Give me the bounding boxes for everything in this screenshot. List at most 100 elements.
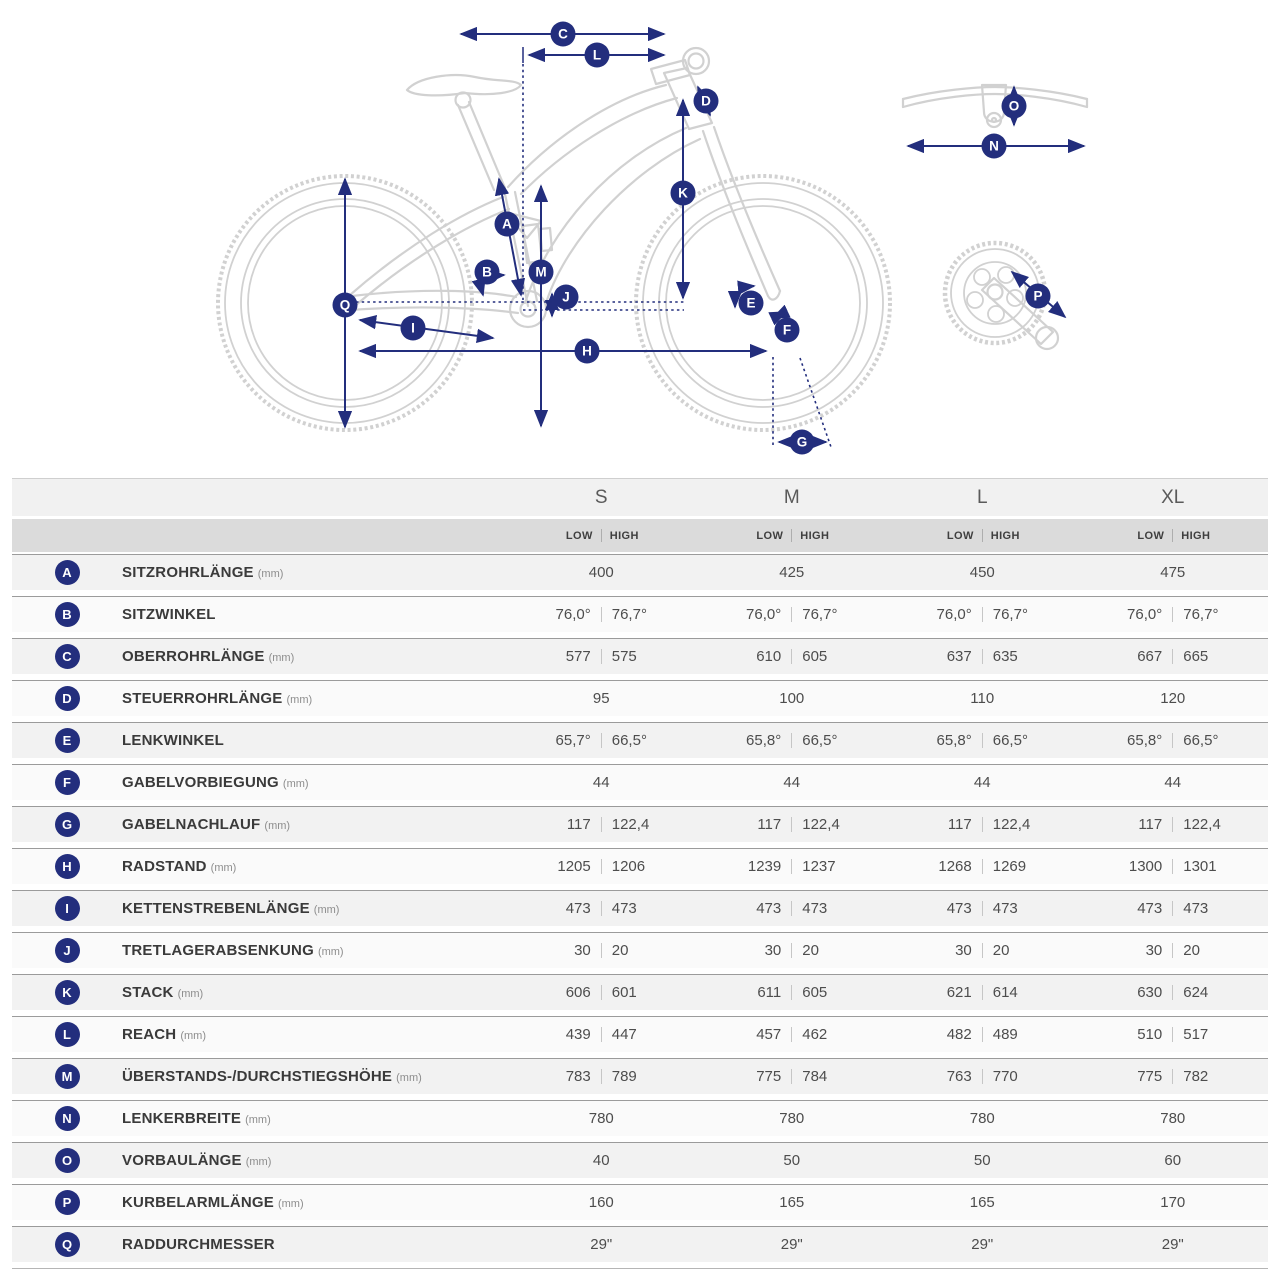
value-high: 66,5° xyxy=(992,732,1028,749)
value-low: 117 xyxy=(947,816,972,833)
value-l-s: 439 447 xyxy=(506,1026,697,1043)
value-o-s: 40 xyxy=(506,1152,697,1169)
row-letter-badge: N xyxy=(54,1106,80,1131)
value-high: 20 xyxy=(611,942,629,959)
value-high: 66,5° xyxy=(802,732,838,749)
value-e-s: 65,7° 66,5° xyxy=(506,732,697,749)
value-low: 606 xyxy=(565,984,591,1001)
value-h-s: 1205 1206 xyxy=(506,858,697,875)
value-single: 780 xyxy=(969,1110,995,1127)
value-high: 447 xyxy=(611,1026,637,1043)
size-header-s: S xyxy=(594,486,608,508)
value-low: 667 xyxy=(1137,648,1163,665)
value-low: 775 xyxy=(1137,1068,1163,1085)
value-high: 605 xyxy=(802,648,828,665)
high-label: HIGH xyxy=(609,529,639,542)
row-badge-cell: Q xyxy=(12,1232,122,1257)
value-f-m: 44 xyxy=(697,774,888,791)
svg-text:K: K xyxy=(678,186,688,201)
table-row-j: J TRETLAGERABSENKUNG (mm) 30 20 30 20 30 20 30 20 xyxy=(12,932,1268,968)
value-o-xl: 60 xyxy=(1078,1152,1269,1169)
row-label-cell: STACK (mm) xyxy=(122,984,506,1002)
high-label: HIGH xyxy=(990,529,1020,542)
low-high-header-row: LOW HIGH LOW HIGH LOW HIGH LOW HIGH xyxy=(12,519,1268,552)
measure-arrow-a xyxy=(494,177,526,297)
row-letter-badge: H xyxy=(54,854,80,879)
value-low: 775 xyxy=(756,1068,782,1085)
value-m-m: 775 784 xyxy=(697,1068,888,1085)
value-high: 66,5° xyxy=(1183,732,1219,749)
svg-text:P: P xyxy=(1033,289,1042,304)
low-high-separator xyxy=(600,901,602,916)
row-unit: (mm) xyxy=(313,903,340,916)
value-low: 76,0° xyxy=(1127,606,1163,623)
value-high: 517 xyxy=(1183,1026,1209,1043)
value-single: 780 xyxy=(779,1110,805,1127)
low-high-separator xyxy=(791,607,793,622)
value-single: 60 xyxy=(1164,1152,1182,1169)
diagram-badges: C L D K A B M J Q I E F H G N O P xyxy=(332,21,1051,455)
badge-m: M xyxy=(528,259,554,285)
value-single: 165 xyxy=(969,1194,995,1211)
value-low: 611 xyxy=(757,984,782,1001)
low-high-separator xyxy=(981,607,983,622)
low-label: LOW xyxy=(756,529,784,542)
geometry-diagram-section: C L D K A B M J Q I E F H G N O P xyxy=(0,0,1280,478)
value-d-s: 95 xyxy=(506,690,697,707)
row-badge-cell: G xyxy=(12,812,122,837)
value-high: 1206 xyxy=(611,858,646,875)
value-high: 122,4 xyxy=(802,816,840,833)
measure-arrow-f xyxy=(768,304,791,326)
low-label: LOW xyxy=(946,529,974,542)
value-a-l: 450 xyxy=(887,564,1078,581)
measure-arc-e xyxy=(727,280,756,309)
value-n-l: 780 xyxy=(887,1110,1078,1127)
value-j-s: 30 20 xyxy=(506,942,697,959)
geometry-rows: A SITZROHRLÄNGE (mm) 400 425 450 475 B SITZWINKE… xyxy=(12,554,1268,1262)
value-high: 489 xyxy=(992,1026,1018,1043)
value-low: 1239 xyxy=(747,858,782,875)
value-low: 30 xyxy=(1145,942,1163,959)
low-high-separator xyxy=(981,1027,983,1042)
value-d-m: 100 xyxy=(697,690,888,707)
row-letter-badge: K xyxy=(54,980,80,1005)
low-high-separator xyxy=(981,859,983,874)
value-c-xl: 667 665 xyxy=(1078,648,1269,665)
value-low: 439 xyxy=(565,1026,591,1043)
bike-geometry-diagram: C L D K A B M J Q I E F H G N O P xyxy=(216,21,1089,455)
size-header-m: M xyxy=(783,486,800,508)
table-row-i: I KETTENSTREBENLÄNGE (mm) 473 473 473 473 473 47… xyxy=(12,890,1268,926)
table-row-l: L REACH (mm) 439 447 457 462 482 489 510 517 xyxy=(12,1016,1268,1052)
row-label: LENKWINKEL xyxy=(122,731,224,749)
svg-text:F: F xyxy=(783,323,791,338)
low-high-separator xyxy=(1172,859,1174,874)
value-single: 450 xyxy=(969,564,995,581)
low-label: LOW xyxy=(565,529,593,542)
value-low: 473 xyxy=(756,900,782,917)
value-o-m: 50 xyxy=(697,1152,888,1169)
value-high: 76,7° xyxy=(992,606,1028,623)
low-high-separator xyxy=(791,817,793,832)
row-letter-badge: P xyxy=(54,1190,80,1215)
value-high: 1301 xyxy=(1183,858,1217,875)
low-high-separator xyxy=(981,901,983,916)
value-q-m: 29" xyxy=(697,1236,888,1253)
value-single: 44 xyxy=(783,774,801,791)
badge-i: I xyxy=(400,315,426,341)
value-single: 400 xyxy=(588,564,614,581)
value-low: 65,7° xyxy=(555,732,591,749)
row-unit: (mm) xyxy=(282,777,309,790)
value-m-l: 763 770 xyxy=(887,1068,1078,1085)
row-label: STEUERROHRLÄNGE xyxy=(122,689,283,707)
value-b-xl: 76,0° 76,7° xyxy=(1078,606,1269,623)
row-unit: (mm) xyxy=(177,987,204,1000)
row-badge-cell: M xyxy=(12,1064,122,1089)
svg-text:E: E xyxy=(746,296,755,311)
value-high: 1269 xyxy=(992,858,1027,875)
row-label-cell: LENKWINKEL xyxy=(122,732,506,750)
table-row-h: H RADSTAND (mm) 1205 1206 1239 1237 1268 1269 130… xyxy=(12,848,1268,884)
value-low: 1268 xyxy=(938,858,972,875)
badge-q: Q xyxy=(332,292,358,318)
row-badge-cell: B xyxy=(12,602,122,627)
value-a-xl: 475 xyxy=(1078,564,1269,581)
